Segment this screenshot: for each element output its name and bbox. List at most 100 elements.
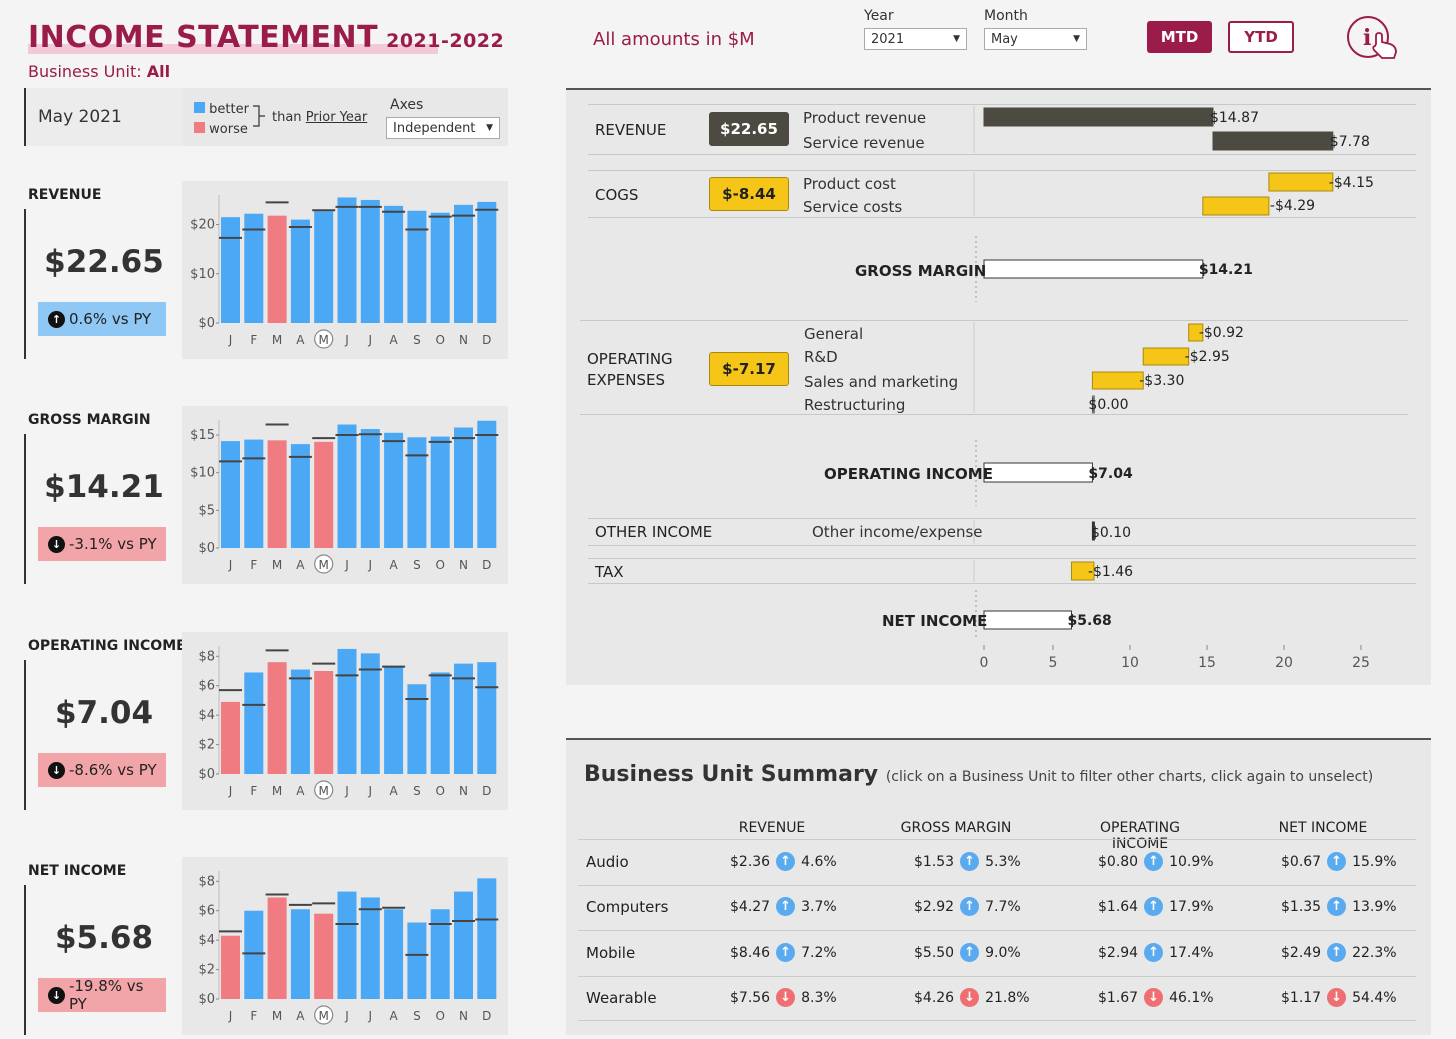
month-label[interactable]: F xyxy=(250,333,257,347)
month-bar[interactable] xyxy=(267,662,287,774)
opex-bar[interactable] xyxy=(1091,395,1095,414)
month-label[interactable]: S xyxy=(413,558,421,572)
summary-cell[interactable]: $1.53 ↑ 5.3% xyxy=(914,852,1021,871)
month-dropdown[interactable]: May ▼ xyxy=(984,28,1087,50)
month-label[interactable]: A xyxy=(296,784,305,798)
month-label[interactable]: M xyxy=(272,1009,282,1023)
business-unit-row-name[interactable]: Mobile xyxy=(586,944,636,962)
info-button[interactable]: i xyxy=(1346,14,1406,66)
service-costs-bar[interactable] xyxy=(1202,196,1270,216)
month-label[interactable]: M xyxy=(319,784,329,798)
month-label[interactable]: S xyxy=(413,1009,421,1023)
month-bar[interactable] xyxy=(290,219,310,323)
month-bar[interactable] xyxy=(290,909,310,999)
summary-cell[interactable]: $8.46 ↑ 7.2% xyxy=(730,943,837,962)
month-bar[interactable] xyxy=(337,197,357,323)
month-bar[interactable] xyxy=(314,441,334,548)
month-label[interactable]: A xyxy=(389,1009,398,1023)
summary-cell[interactable]: $1.64 ↑ 17.9% xyxy=(1098,897,1214,916)
month-bar[interactable] xyxy=(360,199,380,323)
month-label[interactable]: J xyxy=(228,333,233,347)
month-label[interactable]: A xyxy=(389,333,398,347)
month-label[interactable]: M xyxy=(319,1009,329,1023)
month-label[interactable]: J xyxy=(344,333,349,347)
summary-cell[interactable]: $2.49 ↑ 22.3% xyxy=(1281,943,1397,962)
month-bar[interactable] xyxy=(430,672,450,774)
month-bar[interactable] xyxy=(221,935,240,999)
month-bar[interactable] xyxy=(454,427,473,548)
month-label[interactable]: F xyxy=(250,784,257,798)
month-bar[interactable] xyxy=(384,909,404,999)
net-income-bar[interactable] xyxy=(983,610,1072,630)
summary-cell[interactable]: $0.80 ↑ 10.9% xyxy=(1098,852,1214,871)
month-label[interactable]: S xyxy=(413,333,421,347)
month-label[interactable]: A xyxy=(296,558,305,572)
month-bar[interactable] xyxy=(360,429,380,548)
summary-cell[interactable]: $4.26 ↓ 21.8% xyxy=(914,988,1030,1007)
summary-cell[interactable]: $7.56 ↓ 8.3% xyxy=(730,988,837,1007)
month-label[interactable]: S xyxy=(413,784,421,798)
month-bar[interactable] xyxy=(430,212,450,323)
month-bar[interactable] xyxy=(477,420,497,548)
month-label[interactable]: A xyxy=(389,784,398,798)
month-label[interactable]: O xyxy=(435,784,444,798)
month-bar[interactable] xyxy=(314,913,334,999)
month-bar[interactable] xyxy=(244,439,264,548)
month-label[interactable]: N xyxy=(459,1009,468,1023)
other-income-bar[interactable] xyxy=(1091,521,1095,541)
month-bar[interactable] xyxy=(290,444,310,548)
product-cost-bar[interactable] xyxy=(1268,172,1334,192)
business-unit-row-name[interactable]: Wearable xyxy=(586,989,657,1007)
opex-bar[interactable] xyxy=(1188,323,1204,342)
month-label[interactable]: J xyxy=(368,333,373,347)
month-label[interactable]: O xyxy=(435,1009,444,1023)
product-revenue-bar[interactable] xyxy=(983,107,1214,127)
month-bar[interactable] xyxy=(454,663,473,774)
month-label[interactable]: J xyxy=(344,784,349,798)
summary-cell[interactable]: $5.50 ↑ 9.0% xyxy=(914,943,1021,962)
month-label[interactable]: M xyxy=(272,558,282,572)
month-bar[interactable] xyxy=(337,648,357,774)
opex-bar[interactable] xyxy=(1091,371,1144,390)
month-bar[interactable] xyxy=(244,213,264,323)
month-bar[interactable] xyxy=(314,211,334,323)
month-label[interactable]: D xyxy=(482,333,491,347)
month-bar[interactable] xyxy=(267,215,287,323)
month-label[interactable]: M xyxy=(272,333,282,347)
month-label[interactable]: A xyxy=(296,333,305,347)
month-bar[interactable] xyxy=(384,666,404,774)
month-bar[interactable] xyxy=(267,440,287,548)
month-bar[interactable] xyxy=(290,669,310,774)
month-bar[interactable] xyxy=(384,432,404,548)
month-label[interactable]: J xyxy=(228,558,233,572)
month-label[interactable]: J xyxy=(228,1009,233,1023)
month-label[interactable]: N xyxy=(459,333,468,347)
month-label[interactable]: N xyxy=(459,784,468,798)
month-label[interactable]: M xyxy=(319,333,329,347)
month-bar[interactable] xyxy=(454,204,473,323)
mtd-button[interactable]: MTD xyxy=(1147,21,1212,53)
month-label[interactable]: M xyxy=(272,784,282,798)
ytd-button[interactable]: YTD xyxy=(1228,21,1294,53)
month-bar[interactable] xyxy=(221,217,240,323)
month-bar[interactable] xyxy=(244,910,264,999)
summary-cell[interactable]: $2.92 ↑ 7.7% xyxy=(914,897,1021,916)
opex-bar[interactable] xyxy=(1142,347,1190,366)
month-label[interactable]: J xyxy=(344,1009,349,1023)
summary-cell[interactable]: $1.17 ↓ 54.4% xyxy=(1281,988,1397,1007)
month-bar[interactable] xyxy=(407,437,427,548)
summary-cell[interactable]: $0.67 ↑ 15.9% xyxy=(1281,852,1397,871)
month-label[interactable]: J xyxy=(344,558,349,572)
month-label[interactable]: O xyxy=(435,558,444,572)
month-bar[interactable] xyxy=(384,205,404,323)
month-label[interactable]: D xyxy=(482,558,491,572)
month-bar[interactable] xyxy=(407,684,427,774)
tax-bar[interactable] xyxy=(1070,561,1095,581)
month-label[interactable]: M xyxy=(319,558,329,572)
month-label[interactable]: J xyxy=(368,558,373,572)
month-bar[interactable] xyxy=(430,909,450,999)
month-bar[interactable] xyxy=(267,897,287,999)
month-bar[interactable] xyxy=(314,671,334,774)
month-bar[interactable] xyxy=(360,653,380,774)
month-label[interactable]: J xyxy=(368,1009,373,1023)
